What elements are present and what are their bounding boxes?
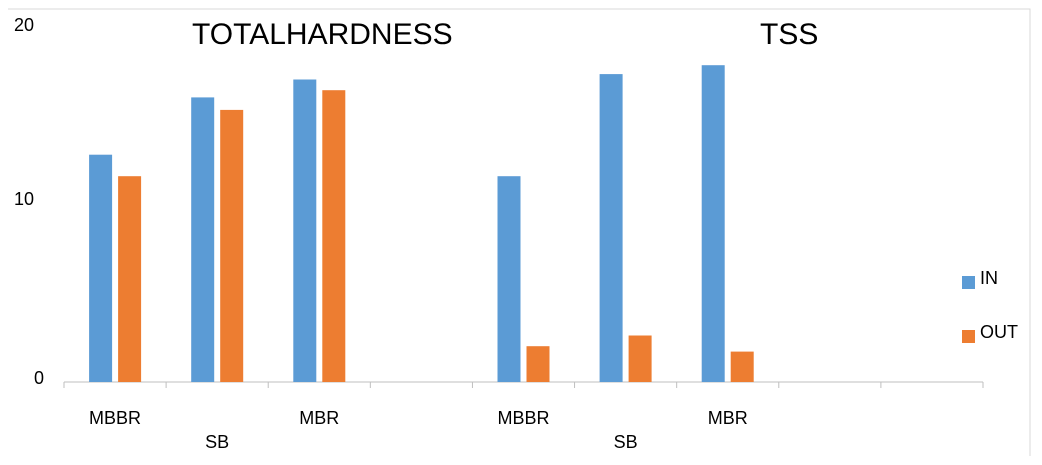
chart-border <box>8 8 1031 456</box>
legend-label-in: IN <box>980 268 998 288</box>
bar-out-sb <box>628 335 652 382</box>
y-tick-label: 10 <box>14 189 35 209</box>
bar-out-mbbr <box>118 176 142 382</box>
chart-title-totalhardness: TOTALHARDNESS <box>192 18 453 51</box>
x-category-label: SB <box>205 432 230 452</box>
bar-in-sb <box>191 97 215 383</box>
bar-in-mbr <box>701 65 725 382</box>
chart-title-tss: TSS <box>760 18 819 51</box>
legend-swatch-in <box>962 276 975 289</box>
bar-out-mbbr <box>526 346 550 382</box>
x-category-label: SB <box>613 432 638 452</box>
x-category-label: MBR <box>299 408 340 428</box>
x-category-label: MBR <box>707 408 748 428</box>
bar-in-mbbr <box>497 176 521 382</box>
bar-out-sb <box>220 109 244 383</box>
legend-label-out: OUT <box>980 322 1018 342</box>
y-tick-label: 0 <box>34 368 45 388</box>
x-category-label: MBBR <box>497 408 550 428</box>
bar-in-mbbr <box>89 154 113 382</box>
legend-swatch-out <box>962 330 975 343</box>
y-tick-label: 20 <box>14 15 35 35</box>
bar-in-sb <box>599 74 623 382</box>
bar-out-mbr <box>322 90 346 382</box>
bar-out-mbr <box>730 351 754 382</box>
legend-in: IN <box>962 268 998 289</box>
x-category-label: MBBR <box>89 408 142 428</box>
bar-in-mbr <box>293 79 317 382</box>
legend-out: OUT <box>962 322 1018 343</box>
